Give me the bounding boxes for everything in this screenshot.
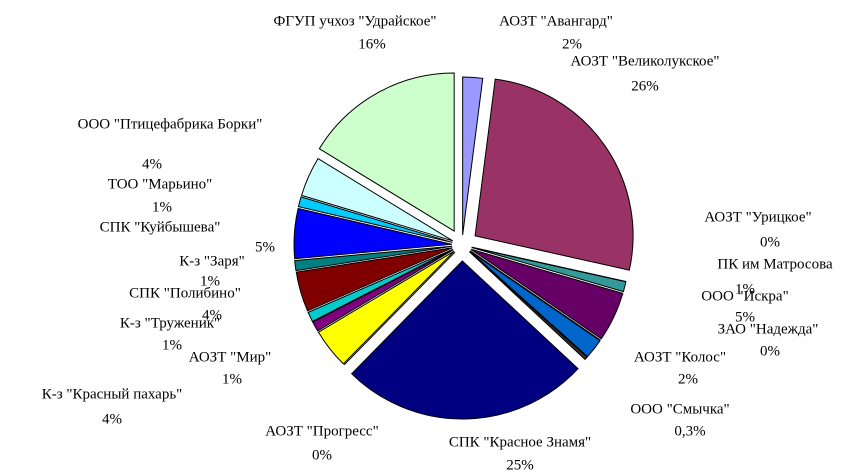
slice-label: АОЗТ "Прогресс" xyxy=(265,423,378,439)
pie-slice xyxy=(469,250,601,341)
pie-slice xyxy=(343,251,456,366)
slice-label: АОЗТ "Авангард" xyxy=(499,13,613,29)
slice-label: ООО "Смычка" xyxy=(630,401,729,417)
slice-label: СПК "Полибино" xyxy=(129,285,241,301)
slice-value-label: 4% xyxy=(102,411,122,427)
slice-value-label: 1% xyxy=(200,273,220,289)
slice-label: ТОО "Марьино" xyxy=(108,176,213,192)
slice-label: К-з "Красный пахарь" xyxy=(42,386,183,402)
slice-label: АОЗТ "Колос" xyxy=(634,349,726,365)
slice-label: СПК "Красное Знамя" xyxy=(449,434,591,450)
pie-slice xyxy=(469,251,588,361)
slice-value-label: 5% xyxy=(735,309,755,325)
slice-value-label: 0,3% xyxy=(674,423,705,439)
slice-value-label: 1% xyxy=(152,199,172,215)
pie-slice xyxy=(317,250,455,365)
pie-slice xyxy=(471,246,627,293)
pie-slice xyxy=(474,78,634,271)
slice-label: К-з "Заря" xyxy=(179,253,245,269)
slice-label: ФГУП учхоз "Удрайское" xyxy=(274,13,437,29)
slice-label: АОЗТ "Мир" xyxy=(189,349,271,365)
slice-value-label: 25% xyxy=(506,457,534,473)
slice-value-label: 4% xyxy=(142,156,162,172)
pie-slice xyxy=(294,245,453,272)
pie-slice xyxy=(295,247,453,312)
slice-label: К-з "Труженик" xyxy=(120,315,220,331)
slice-label: ООО "Птицефабрика Борки" xyxy=(78,116,263,132)
pie-slice xyxy=(470,248,624,340)
slice-value-label: 16% xyxy=(358,36,386,52)
slice-value-label: 1% xyxy=(222,371,242,387)
slice-label: СПК "Куйбышева" xyxy=(100,219,221,235)
pie-slice xyxy=(293,207,453,260)
slice-label: ЗАО "Надежда" xyxy=(718,321,819,337)
slice-value-label: 1% xyxy=(162,337,182,353)
slice-value-label: 2% xyxy=(678,371,698,387)
slice-value-label: 0% xyxy=(312,447,332,463)
pie-slice xyxy=(297,196,453,243)
slice-value-label: 0% xyxy=(760,343,780,359)
slice-label: АОЗТ "Великолукское" xyxy=(570,53,719,69)
slice-value-label: 1% xyxy=(735,281,755,297)
pie-slice xyxy=(312,249,454,332)
pie-slice xyxy=(469,250,601,358)
pie-slice xyxy=(307,248,454,323)
slice-value-label: 2% xyxy=(562,36,582,52)
pie-slice xyxy=(318,72,455,232)
slice-value-label: 26% xyxy=(631,78,659,94)
slice-value-label: 0% xyxy=(760,234,780,250)
slice-value-label: 5% xyxy=(255,239,275,255)
pie-slice xyxy=(350,260,579,420)
pie-slice xyxy=(462,76,484,236)
slice-label: АОЗТ "Урицкое" xyxy=(704,209,811,225)
pie-slice xyxy=(300,157,454,242)
slice-label: ООО "Искра" xyxy=(701,288,788,304)
slice-value-label: 4% xyxy=(202,307,222,323)
slice-label: ПК им Матросова xyxy=(717,256,833,272)
